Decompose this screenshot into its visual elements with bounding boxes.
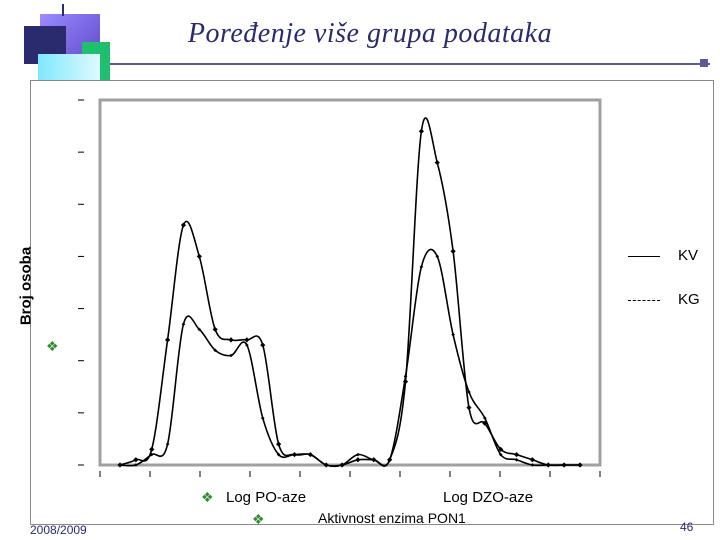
data-point-kg xyxy=(149,452,154,457)
data-point-kg xyxy=(435,254,440,259)
data-point-kg xyxy=(324,463,329,467)
data-point-kg xyxy=(498,452,503,457)
data-point-kv xyxy=(276,441,282,447)
data-point-kg xyxy=(229,353,233,358)
y-axis-label: Broj osoba xyxy=(17,246,35,326)
data-point-kv xyxy=(164,337,171,343)
data-point-kg xyxy=(118,463,122,467)
data-point-kv xyxy=(482,420,488,426)
data-point-kg xyxy=(371,457,376,462)
data-point-kv xyxy=(355,457,361,463)
data-point-kg xyxy=(260,416,265,420)
legend-item-kv: KV xyxy=(628,247,698,264)
footer-page-number: 46 xyxy=(680,520,694,534)
footer-date: 2008/2009 xyxy=(30,523,87,537)
xlabel-bottom-bullet-icon: ❖ xyxy=(252,511,265,527)
x-axis-label-right: Log DZO-aze xyxy=(443,489,534,506)
chart-frame xyxy=(30,80,714,525)
data-point-kg xyxy=(181,322,186,327)
data-point-kv xyxy=(498,446,504,452)
slide-title: Poređenje više grupa podataka xyxy=(187,18,553,49)
data-point-kv xyxy=(402,378,409,385)
data-point-kg xyxy=(419,265,424,269)
x-axis-label-bottom: Aktivnost enzima PON1 xyxy=(318,510,466,526)
data-point-kv xyxy=(513,451,520,458)
y-ticks xyxy=(78,99,84,466)
data-point-kg xyxy=(308,452,313,457)
data-point-kv xyxy=(450,248,456,254)
data-point-kg xyxy=(483,416,487,420)
title-underline xyxy=(110,63,710,65)
data-point-kv xyxy=(212,326,218,333)
ylabel-bullet-icon: ❖ xyxy=(46,338,59,354)
data-point-kv xyxy=(244,337,250,343)
data-point-kv xyxy=(434,159,440,166)
data-point-kv xyxy=(418,128,424,134)
data-point-kg xyxy=(340,463,344,467)
series-lines xyxy=(119,117,580,468)
data-point-kg xyxy=(245,343,249,347)
series-markers xyxy=(117,128,583,468)
data-point-kg xyxy=(356,452,360,457)
deco-square-cyan xyxy=(38,54,100,80)
data-point-kg xyxy=(213,348,217,353)
data-point-kv xyxy=(466,405,472,411)
data-point-kg xyxy=(403,374,408,379)
series-line-kg xyxy=(119,248,580,468)
data-point-kv xyxy=(133,457,139,463)
data-point-kg xyxy=(387,457,392,462)
data-point-kg xyxy=(546,463,551,467)
data-point-kv xyxy=(228,337,234,343)
data-point-kv xyxy=(260,342,266,348)
data-point-kg xyxy=(467,390,471,394)
x-axis-label-left: Log PO-aze xyxy=(226,489,307,506)
legend-swatch-kv xyxy=(628,255,660,257)
data-point-kg xyxy=(165,442,170,446)
legend-item-kg: KG xyxy=(628,291,700,308)
legend-swatch-kg xyxy=(628,299,660,301)
legend-label-kv: KV xyxy=(678,247,699,264)
legend-label-kg: KG xyxy=(678,291,700,308)
deco-vertical-line xyxy=(62,4,64,16)
data-point-kg xyxy=(578,463,582,467)
data-point-kg xyxy=(197,327,202,332)
data-point-kg xyxy=(451,332,455,337)
data-point-kv xyxy=(149,446,155,452)
series-line-kv xyxy=(119,117,580,467)
data-point-kg xyxy=(292,452,297,457)
data-point-kg xyxy=(514,457,519,462)
plot-area-border xyxy=(98,98,602,467)
title-underline-end xyxy=(700,59,708,67)
x-ticks xyxy=(99,471,601,477)
data-point-kv xyxy=(196,253,202,260)
data-point-kg xyxy=(562,463,566,467)
data-point-kg xyxy=(530,463,535,467)
data-point-kg xyxy=(276,452,281,457)
xlabel-bullet-icon: ❖ xyxy=(201,489,214,505)
data-point-kg xyxy=(134,463,138,467)
data-point-kv xyxy=(180,222,187,228)
data-point-kv xyxy=(529,457,536,463)
